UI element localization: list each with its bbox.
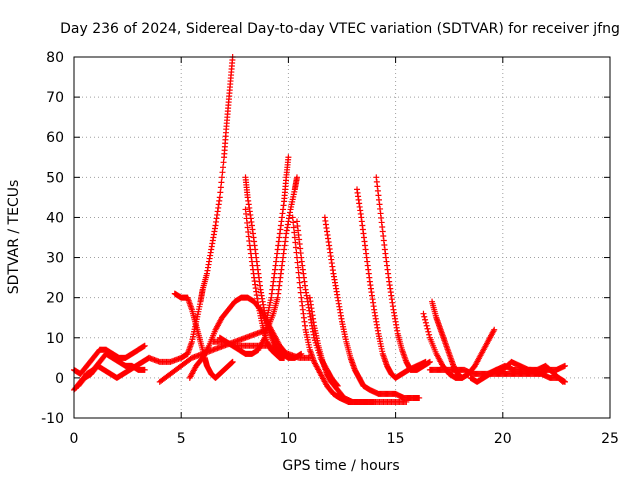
x-tick-label: 5 [177,431,186,447]
data-point [297,284,304,291]
data-point [290,224,297,231]
y-tick-label: 60 [46,130,64,146]
series-arc02 [71,342,148,377]
series-arc11 [216,154,292,357]
data-point [297,289,304,296]
series-arc03 [75,354,153,389]
data-point [296,279,303,286]
data-point [295,269,302,276]
y-tick-labels: -10 0 10 20 30 40 50 60 70 80 [41,50,64,427]
y-tick-label: 50 [46,170,64,186]
data-point [295,264,302,271]
series-arc16 [354,186,429,381]
data-point [298,350,305,357]
y-axis-label: SDTVAR / TECUs [6,180,22,295]
y-tick-label: 10 [46,331,64,347]
y-tick-label: 0 [55,371,64,387]
data-point [425,328,432,335]
x-tick-labels: 0 5 10 15 20 25 [70,431,619,447]
data-point [217,184,224,191]
data-point [293,174,300,181]
data-point [217,189,224,196]
data-points [71,54,568,405]
y-tick-label: 80 [46,50,64,66]
y-tick-label: 30 [46,251,64,267]
series-arc15 [321,214,423,401]
axis-ticks [73,56,611,419]
data-point [416,394,423,401]
data-point [141,342,148,349]
data-point [219,169,226,176]
x-tick-label: 25 [601,431,619,447]
series-arc04 [146,54,236,365]
series-arc14 [306,294,378,405]
plot-frame [73,56,611,419]
data-point [558,377,565,384]
data-point [422,319,429,326]
series-arc23 [467,366,506,385]
data-point [423,322,430,329]
data-point [216,194,223,201]
series-arc18 [429,298,498,381]
data-point [218,174,225,181]
data-point [559,378,566,385]
data-point [426,358,433,365]
data-point [289,214,296,221]
x-axis-label: GPS time / hours [282,458,399,474]
data-point [285,154,292,161]
data-point [229,358,236,365]
data-point [294,259,301,266]
data-point [420,310,427,317]
series-arc17 [373,174,433,373]
series-arc07 [156,174,300,385]
x-tick-label: 15 [387,431,405,447]
x-tick-label: 10 [279,431,297,447]
x-tick-label: 20 [494,431,512,447]
data-point [291,229,298,236]
x-tick-label: 0 [70,431,79,447]
data-point [421,313,428,320]
data-point [491,326,498,333]
data-point [290,219,297,226]
data-point [291,234,298,241]
series-arc22 [499,358,566,385]
data-point [561,362,568,369]
y-tick-label: -10 [41,411,64,427]
data-point [424,325,431,332]
grid [74,57,610,418]
data-point [422,316,429,323]
chart-title: Day 236 of 2024, Sidereal Day-to-day VTE… [60,21,620,37]
data-point [292,239,299,246]
data-point [220,164,227,171]
y-tick-label: 40 [46,210,64,226]
data-point [141,366,148,373]
data-point [499,366,506,373]
y-tick-label: 20 [46,291,64,307]
data-point [426,331,433,338]
data-point [371,398,378,405]
data-point [218,179,225,186]
data-point [292,244,299,251]
y-tick-label: 70 [46,90,64,106]
data-point [220,159,227,166]
data-point [281,354,288,361]
